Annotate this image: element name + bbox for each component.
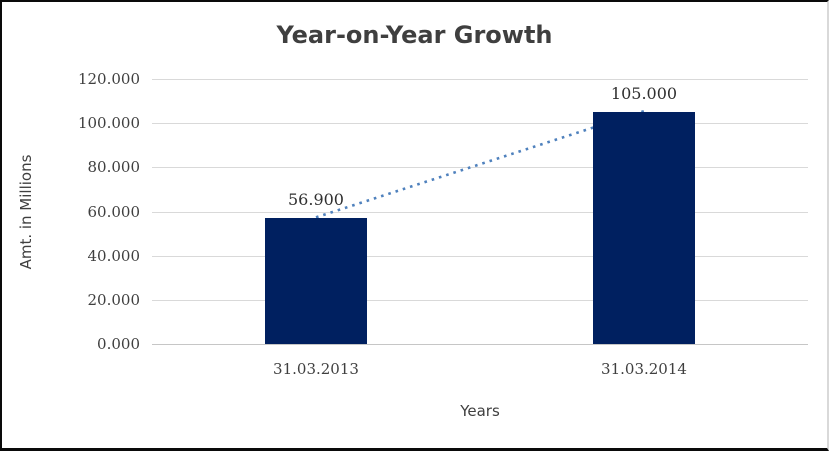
- x-axis-title: Years: [460, 402, 500, 420]
- bar-31.03.2013: [265, 218, 367, 344]
- data-label: 56.900: [288, 190, 344, 210]
- gridline-y-60: [152, 211, 808, 213]
- x-category-label: 31.03.2013: [273, 360, 359, 378]
- plot-area: [152, 79, 808, 345]
- y-tick-label: 80.000: [87, 158, 141, 177]
- gridline-y-80: [152, 167, 808, 169]
- gridline-y-100: [152, 123, 808, 125]
- data-label: 105.000: [610, 84, 678, 104]
- gridline-y-120: [152, 79, 808, 80]
- y-tick-label: 20.000: [87, 290, 141, 309]
- y-tick-label: 60.000: [87, 202, 141, 221]
- y-tick-label: 0.000: [97, 335, 140, 353]
- y-tick-label: 100.000: [77, 114, 140, 133]
- gridline-y-20: [152, 299, 808, 301]
- y-tick-label: 40.000: [87, 246, 141, 265]
- bar-31.03.2014: [593, 112, 695, 344]
- y-tick-label: 120.000: [77, 70, 140, 88]
- x-category-label: 31.03.2014: [601, 360, 687, 378]
- chart-title: Year-on-Year Growth: [276, 21, 553, 49]
- gridline-y-0: [152, 344, 808, 345]
- gridline-y-40: [152, 255, 808, 257]
